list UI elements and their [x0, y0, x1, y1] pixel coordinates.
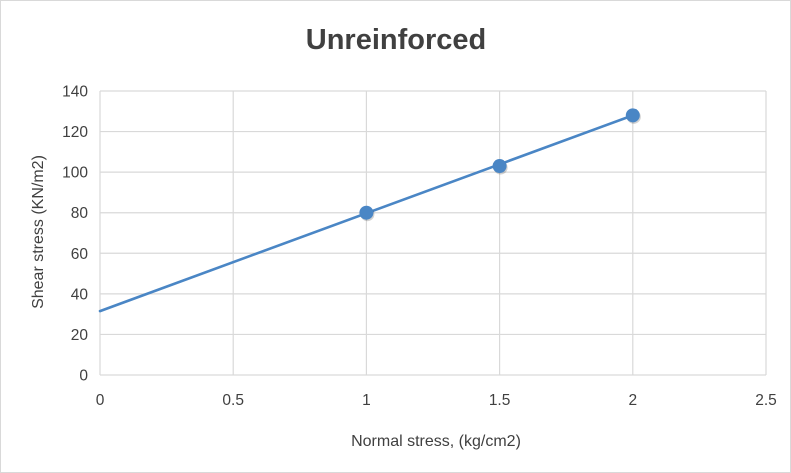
tick-labels: 0 20 40 60 80 100 120 140 0 0.5 1 1.5 2 2.5 [62, 84, 777, 410]
y-tick-label: 120 [62, 124, 88, 141]
data-point [359, 205, 374, 220]
x-axis-title: Normal stress, (kg/cm2) [351, 433, 521, 450]
data-point [625, 108, 640, 123]
y-tick-label: 100 [62, 165, 88, 182]
y-tick-label: 80 [71, 205, 89, 222]
grid-group [99, 90, 767, 376]
y-tick-label: 40 [71, 286, 89, 303]
y-axis-title: Shear stress (KN/m2) [30, 155, 47, 309]
x-tick-label: 1 [362, 392, 371, 409]
x-tick-label: 1.5 [489, 392, 511, 409]
y-tick-label: 0 [79, 368, 88, 385]
chart-title: Unreinforced [306, 24, 486, 56]
y-tick-label: 20 [71, 327, 89, 344]
x-tick-label: 2.5 [755, 392, 777, 409]
series-group [98, 108, 641, 313]
x-tick-label: 2 [628, 392, 637, 409]
x-tick-label: 0.5 [222, 392, 244, 409]
y-tick-label: 140 [62, 84, 88, 101]
y-tick-label: 60 [71, 246, 89, 263]
x-tick-label: 0 [96, 392, 105, 409]
data-point [492, 159, 507, 174]
